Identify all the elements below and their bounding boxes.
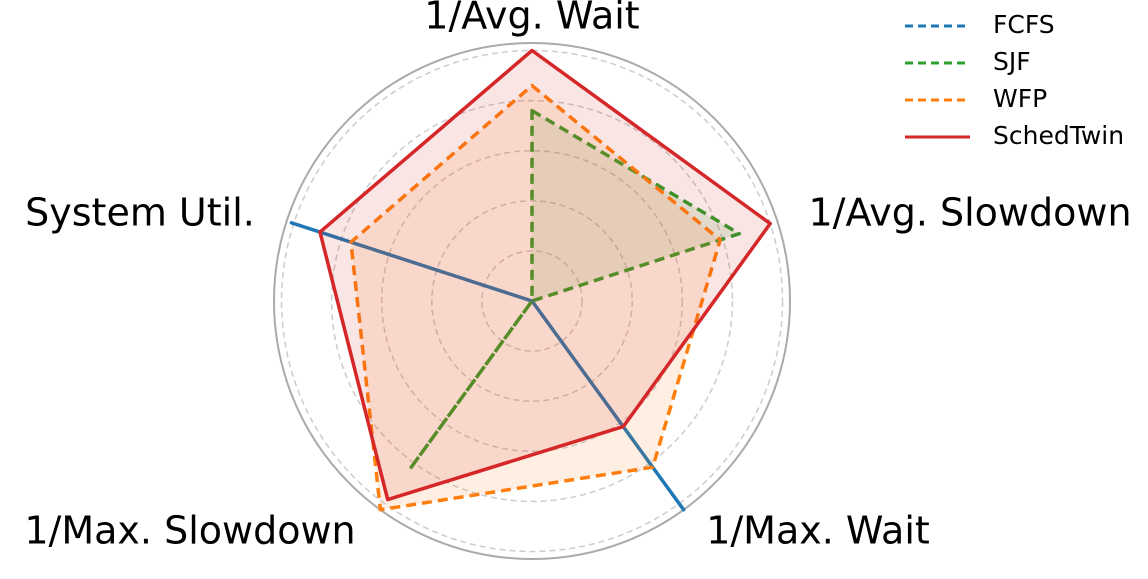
series-line xyxy=(289,221,686,512)
series-line xyxy=(349,83,722,512)
legend-label: FCFS xyxy=(993,10,1055,39)
series-area xyxy=(320,50,771,500)
grid-circle xyxy=(380,149,684,453)
axis-label: System Util. xyxy=(25,191,255,235)
legend-label: WFP xyxy=(993,84,1047,113)
legend-label: SJF xyxy=(993,47,1031,76)
series-area xyxy=(409,110,740,470)
legend-label: SchedTwin xyxy=(993,121,1124,150)
axis-label: 1/Avg. Wait xyxy=(424,0,639,38)
series-line xyxy=(318,48,772,502)
axis-label: 1/Max. Wait xyxy=(706,509,930,553)
outer-circle xyxy=(273,42,791,560)
grid-circle xyxy=(431,200,633,402)
grid-circle xyxy=(481,250,583,352)
grid-circle xyxy=(280,49,784,553)
series-line xyxy=(408,108,742,471)
grid-circle xyxy=(330,99,734,503)
axis-label: 1/Max. Slowdown xyxy=(24,509,355,553)
axis-label: 1/Avg. Slowdown xyxy=(808,191,1131,235)
series-area xyxy=(350,85,721,510)
